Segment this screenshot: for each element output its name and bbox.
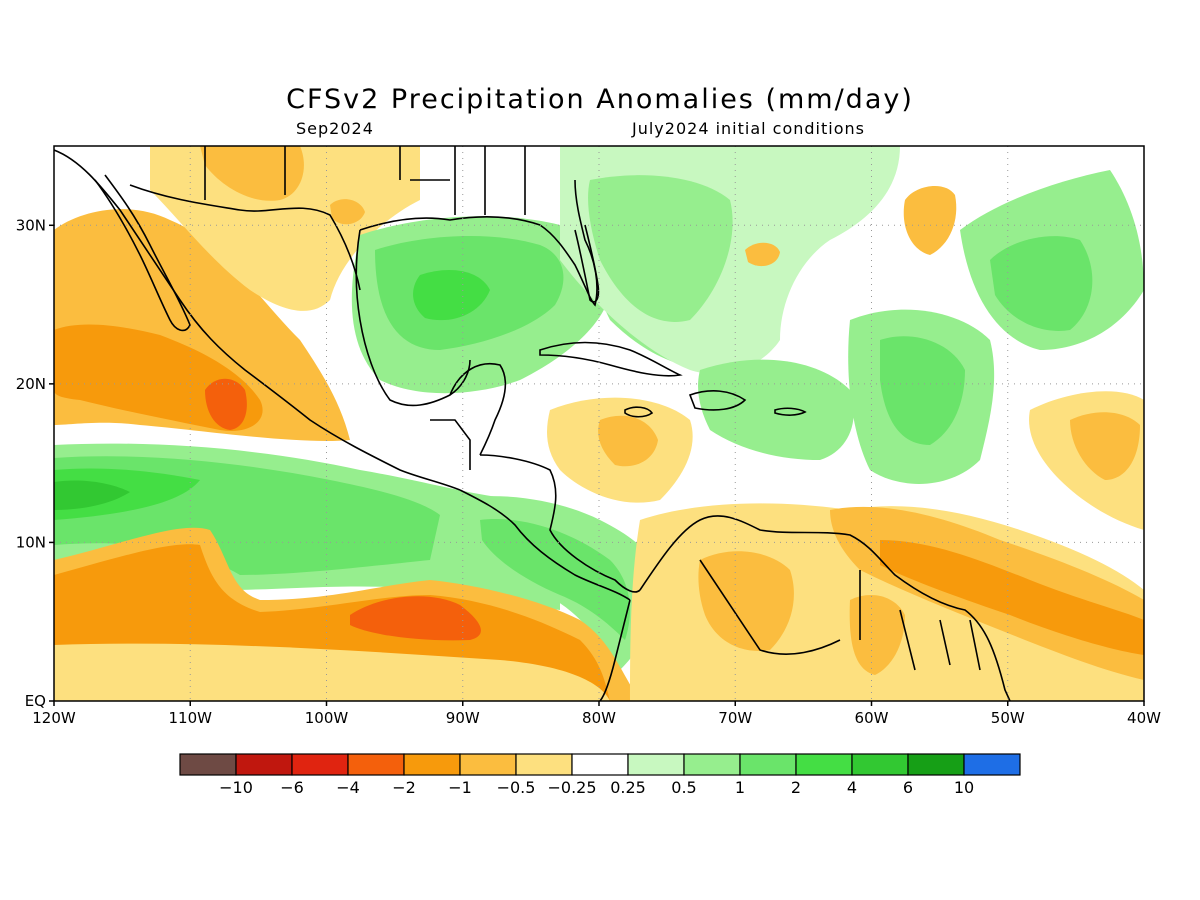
x-tick-label: 40W xyxy=(1127,709,1161,727)
colorbar-swatch xyxy=(739,753,797,776)
central-atlantic-wet-core xyxy=(880,336,965,445)
colorbar-swatch xyxy=(403,753,461,776)
colorbar-swatch xyxy=(963,753,1021,776)
colorbar-label: 0.5 xyxy=(671,778,696,797)
coastlines xyxy=(54,146,1011,701)
us-south-dry-spot xyxy=(330,199,365,225)
colorbar-swatch xyxy=(851,753,909,776)
north-mexico-dry xyxy=(150,146,420,311)
chart-title: CFSv2 Precipitation Anomalies (mm/day) xyxy=(286,84,914,115)
colorbar-swatch xyxy=(235,753,293,776)
atlantic-dry-spot xyxy=(745,242,780,267)
colorbar-swatch xyxy=(515,753,573,776)
south-america-north-coast xyxy=(639,515,1011,701)
longitude-axis: 120W 110W 100W 90W 80W 70W 60W 50W 40W xyxy=(32,701,1161,727)
pacific-near-eq-light xyxy=(54,643,610,701)
atlantic-dry-patch xyxy=(903,185,957,255)
south-america-dry-inland xyxy=(698,551,794,651)
colorbar-label: −1 xyxy=(448,778,472,797)
y-tick-label: 30N xyxy=(16,216,46,234)
jamaica xyxy=(624,406,654,418)
hispaniola xyxy=(688,390,747,411)
cuba xyxy=(539,341,683,377)
forecast-month: Sep2024 xyxy=(296,119,374,138)
colorbar-label: 10 xyxy=(954,778,974,797)
pacific-dry-max xyxy=(350,596,481,641)
colorbar-label: 2 xyxy=(791,778,801,797)
pacific-wet-max-2 xyxy=(54,480,130,510)
colorbar-swatch xyxy=(179,753,237,776)
gulf-wet-max xyxy=(413,270,490,321)
latitude-axis: EQ 10N 20N 30N xyxy=(16,216,54,710)
x-tick-label: 80W xyxy=(582,709,616,727)
x-tick-label: 50W xyxy=(991,709,1025,727)
caribbean-dry-core xyxy=(598,415,658,467)
mexico-dry-max xyxy=(205,378,247,430)
colorbar-swatch xyxy=(347,753,405,776)
central-america-pacific xyxy=(459,489,631,601)
us-mexico-border xyxy=(129,184,361,291)
atlantic-wet-mid xyxy=(588,175,733,322)
colorbar-label: 1 xyxy=(735,778,745,797)
colorbar-swatch xyxy=(683,753,741,776)
colorbar-label: −4 xyxy=(336,778,360,797)
south-america-dry-inland-2 xyxy=(849,595,905,675)
y-tick-label: 20N xyxy=(16,375,46,393)
colombia-pacific xyxy=(599,599,631,701)
gridlines xyxy=(54,146,1144,701)
colorbar-swatch xyxy=(795,753,853,776)
guyana-suriname-borders xyxy=(859,570,981,671)
colorbar-label: 0.25 xyxy=(610,778,646,797)
puerto-rico xyxy=(774,407,807,416)
mexico-pacific-coastline xyxy=(54,149,461,491)
venezuela-border xyxy=(699,559,841,655)
x-tick-label: 60W xyxy=(855,709,889,727)
colorbar-label: −2 xyxy=(392,778,416,797)
us-state-lines xyxy=(204,146,526,215)
x-tick-label: 90W xyxy=(446,709,480,727)
mexico-guatemala-border xyxy=(430,419,471,470)
tropical-atlantic-dry-core xyxy=(880,540,1144,655)
colorbar-swatch xyxy=(627,753,685,776)
colorbar-label: 6 xyxy=(903,778,913,797)
y-tick-label: 10N xyxy=(16,533,46,551)
subtropical-atlantic-wet-core xyxy=(990,236,1093,331)
colorbar-swatch xyxy=(907,753,965,776)
colorbar-swatch xyxy=(291,753,349,776)
x-tick-label: 70W xyxy=(718,709,752,727)
x-tick-label: 120W xyxy=(32,709,76,727)
florida xyxy=(574,224,600,303)
gulf-coast-us-mexico xyxy=(359,179,598,307)
colorbar-swatch xyxy=(459,753,517,776)
central-america-coast xyxy=(479,454,641,593)
colorbar-label: −0.5 xyxy=(497,778,536,797)
colorbar-label: 4 xyxy=(847,778,857,797)
colorbar-label: −6 xyxy=(280,778,304,797)
colorbar-label: −10 xyxy=(219,778,253,797)
x-tick-label: 110W xyxy=(169,709,213,727)
y-tick-label: EQ xyxy=(25,692,46,710)
yucatan xyxy=(449,363,507,456)
mexico-gulf-coast xyxy=(355,229,471,407)
colorbar-label: −0.25 xyxy=(547,778,596,797)
anomaly-field xyxy=(54,146,1144,701)
east-atlantic-dry-core xyxy=(1070,412,1140,480)
north-mexico-dry-mid xyxy=(200,146,304,201)
colorbar-swatch xyxy=(571,753,629,776)
baja-california xyxy=(94,174,191,332)
central-america-wet-core xyxy=(480,519,630,640)
colorbar: −10 −6 −4 −2 −1 −0.5 −0.25 0.25 0.5 1 2 4 6 10 xyxy=(179,753,1021,797)
initial-conditions: July2024 initial conditions xyxy=(632,119,865,138)
x-tick-label: 100W xyxy=(305,709,349,727)
